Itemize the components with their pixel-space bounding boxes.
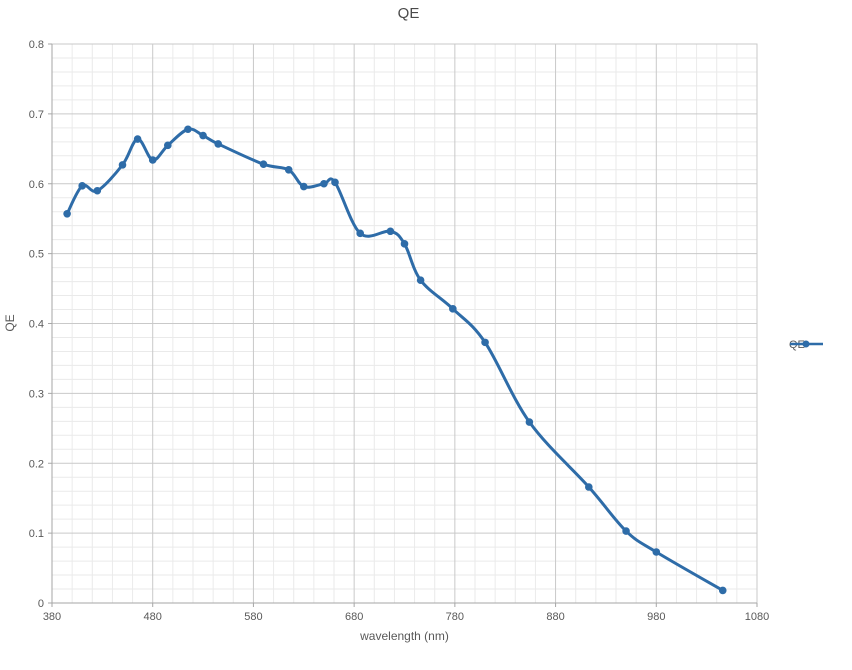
data-point-marker [481, 338, 489, 347]
data-point-marker [386, 227, 395, 236]
data-point-marker [199, 131, 207, 140]
data-point-marker [214, 140, 222, 148]
y-tick-label: 0.6 [29, 179, 44, 191]
y-tick-label: 0.4 [29, 319, 44, 331]
x-axis-title: wavelength (nm) [360, 629, 449, 643]
data-point-marker [284, 165, 293, 174]
data-point-marker [259, 160, 268, 168]
x-tick-label: 880 [546, 611, 564, 623]
x-tick-label: 1080 [745, 611, 769, 623]
data-point-marker [299, 182, 308, 191]
data-point-marker [525, 418, 534, 426]
data-point-marker [78, 182, 87, 190]
x-tick-label: 480 [144, 611, 162, 623]
data-point-markers [63, 125, 727, 595]
x-tick-label: 380 [43, 611, 61, 623]
data-point-marker [320, 179, 328, 188]
data-point-marker [400, 240, 409, 248]
data-point-marker [133, 135, 142, 143]
y-tick-label: 0.5 [29, 249, 44, 261]
y-tick-label: 0.1 [29, 528, 44, 540]
x-tick-label: 580 [244, 611, 262, 623]
legend-line-marker-icon [790, 340, 823, 348]
data-point-marker [148, 156, 157, 164]
data-point-marker [449, 305, 457, 313]
y-axis-title: QE [3, 314, 17, 332]
data-point-marker [164, 141, 172, 150]
x-tick-label: 680 [345, 611, 363, 623]
x-tick-label: 780 [446, 611, 464, 623]
y-tick-label: 0.2 [29, 458, 44, 470]
legend: QE [789, 339, 823, 351]
y-tick-label: 0.3 [29, 388, 44, 400]
data-point-marker [63, 210, 71, 218]
data-point-marker [652, 548, 661, 556]
y-tick-label: 0.7 [29, 109, 44, 121]
data-point-marker [184, 125, 192, 134]
data-point-marker [356, 229, 364, 238]
axis-ticks [48, 43, 758, 607]
x-tick-label: 980 [647, 611, 665, 623]
data-point-marker [118, 161, 127, 169]
data-point-marker [622, 527, 630, 535]
data-point-marker [93, 186, 102, 195]
tick-labels: 380 480 580 680 780 880 980 1080 0 0.1 0.2 0.3 0.4 0.… [29, 39, 770, 623]
data-point-marker [718, 586, 727, 595]
data-point-marker [416, 276, 425, 284]
y-tick-label: 0.8 [29, 39, 44, 51]
chart-title: QE [397, 5, 420, 22]
data-point-marker [331, 178, 339, 187]
y-tick-label: 0 [38, 598, 44, 610]
data-point-marker [585, 483, 593, 491]
